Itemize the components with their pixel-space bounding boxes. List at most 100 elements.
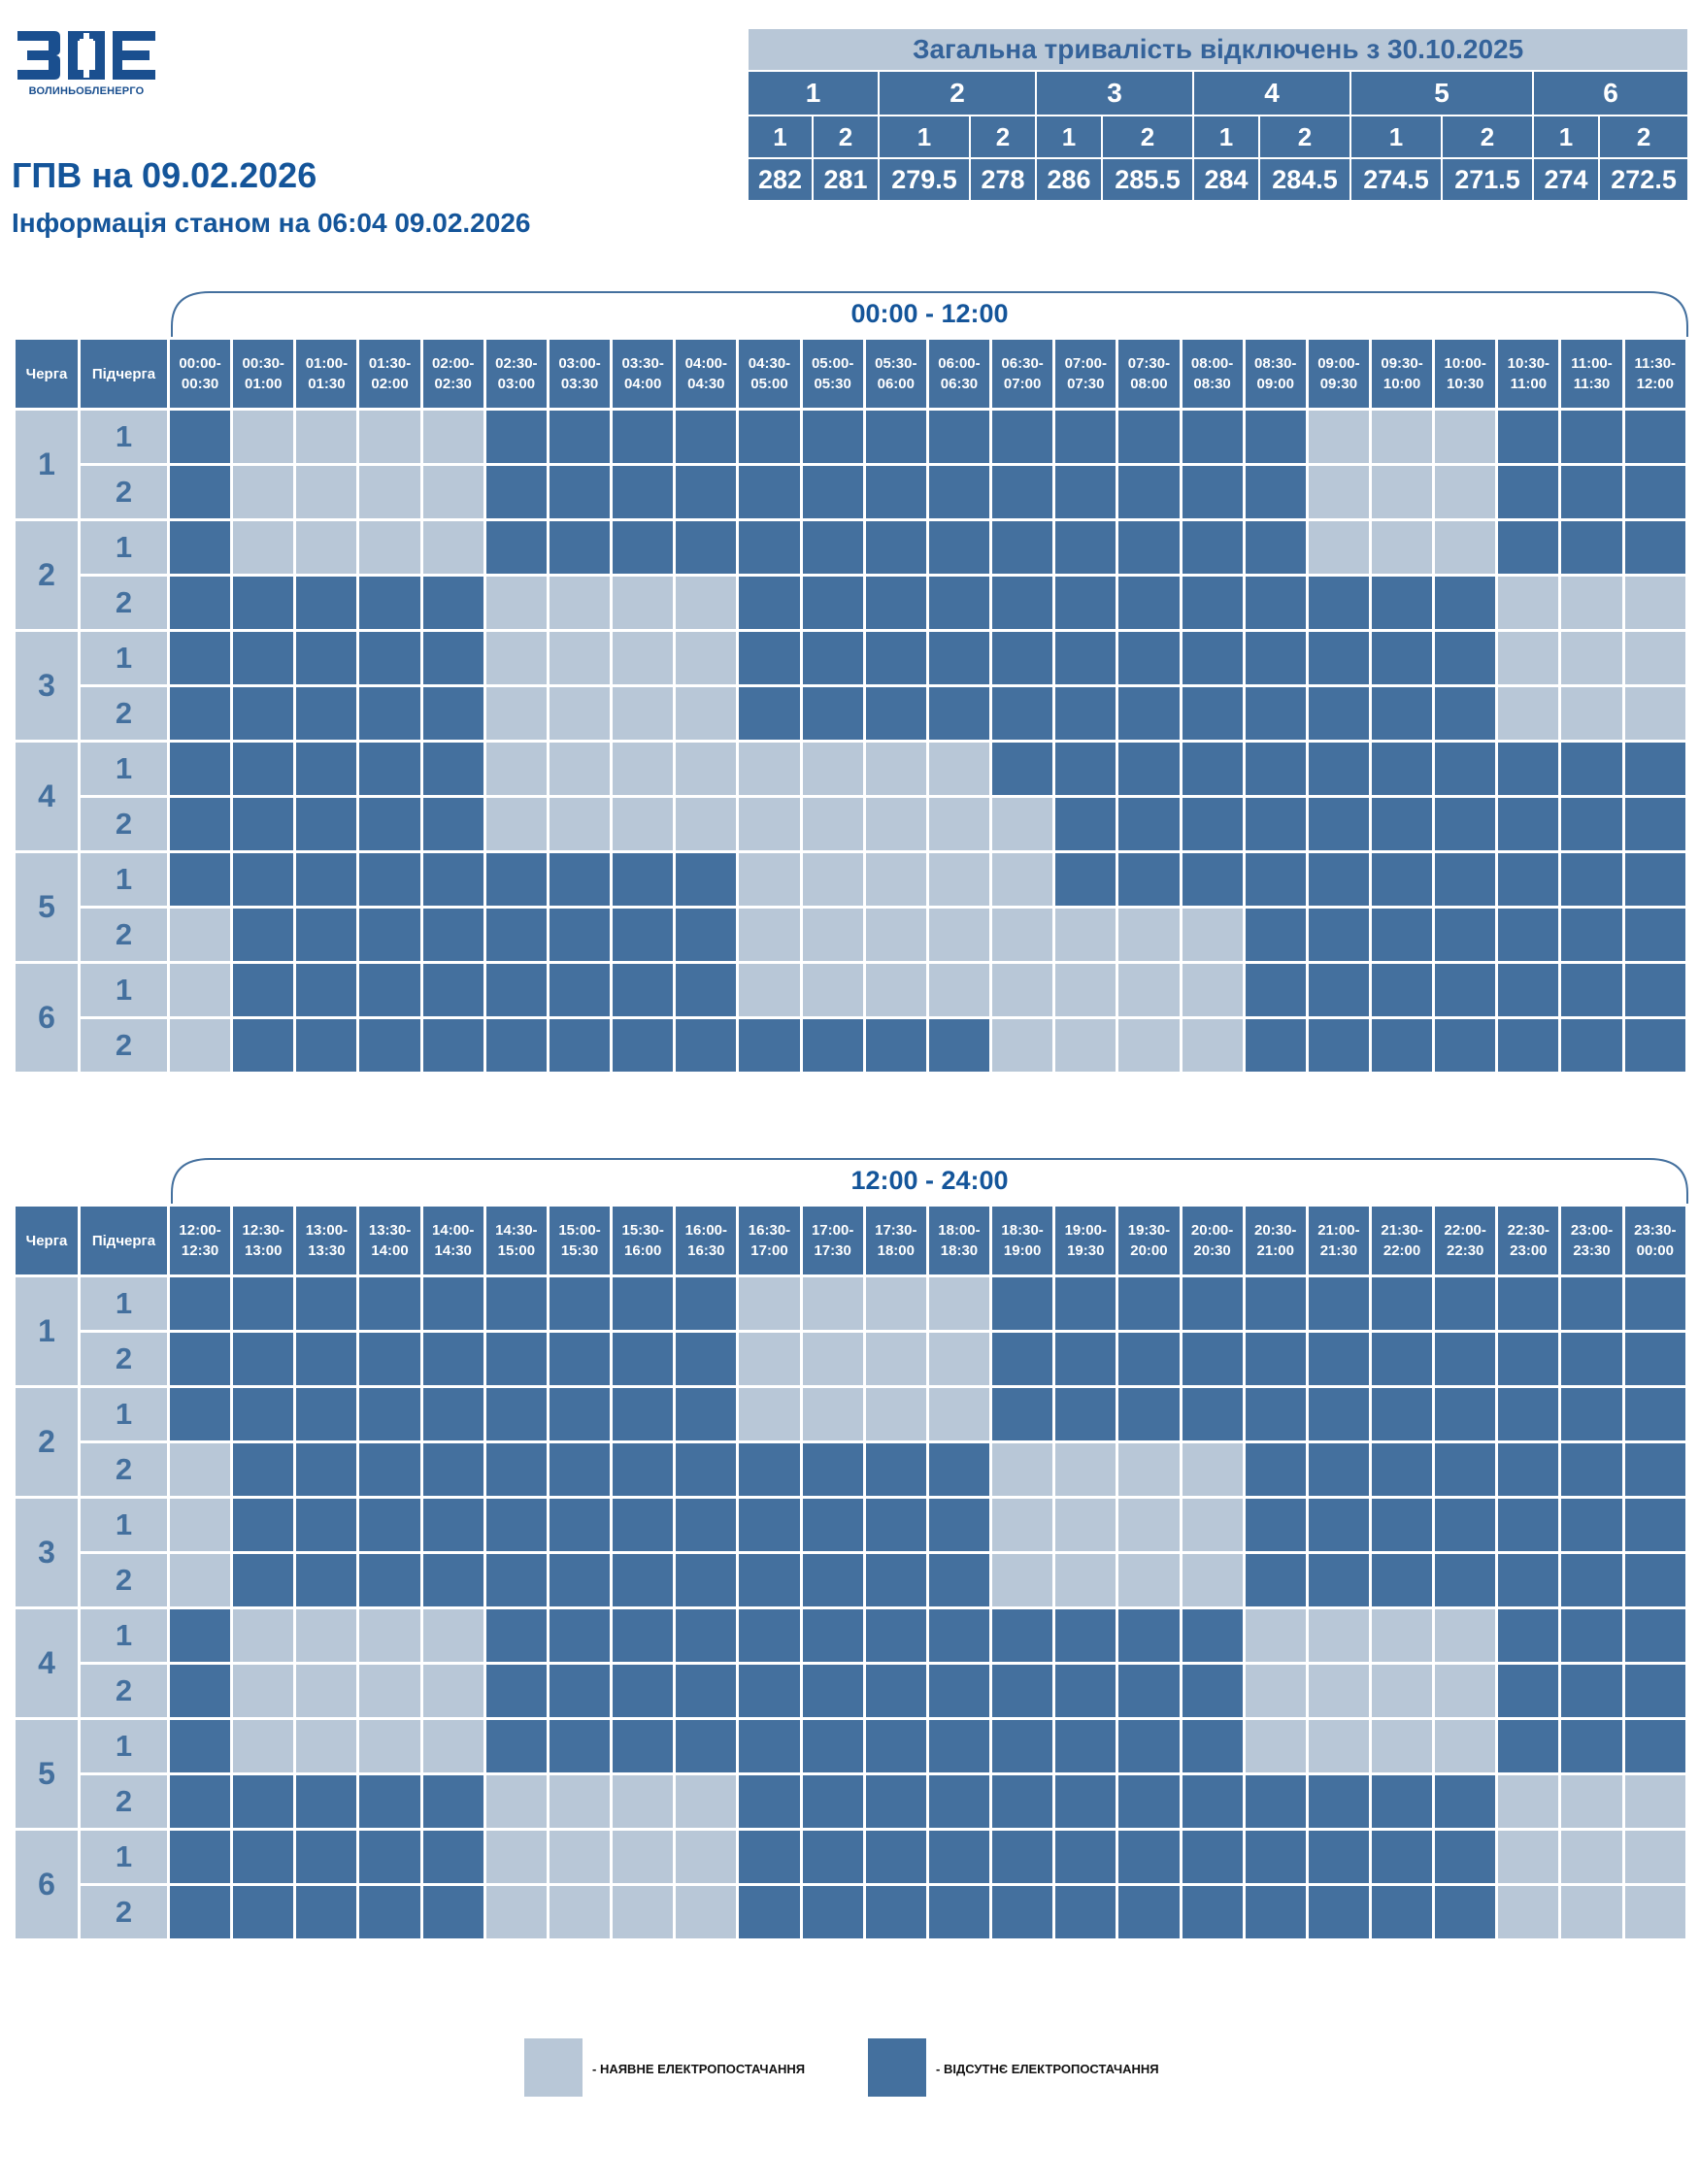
time-slot-header: 15:00- 15:30 bbox=[546, 1204, 614, 1277]
power-off-cell bbox=[230, 1828, 297, 1886]
power-off-cell bbox=[673, 961, 740, 1019]
summary-subqueue-header: 2 bbox=[1258, 115, 1351, 159]
power-off-cell bbox=[1368, 629, 1436, 687]
power-off-cell bbox=[356, 961, 423, 1019]
power-off-cell bbox=[293, 1551, 360, 1609]
power-on-cell bbox=[230, 1606, 297, 1665]
power-on-cell bbox=[1621, 1828, 1689, 1886]
power-off-cell bbox=[1305, 961, 1372, 1019]
power-on-cell bbox=[610, 740, 677, 798]
power-off-cell bbox=[1432, 1496, 1499, 1554]
power-on-cell bbox=[166, 1016, 234, 1075]
power-off-cell bbox=[419, 740, 486, 798]
power-off-cell bbox=[483, 1496, 550, 1554]
power-off-cell bbox=[546, 1016, 614, 1075]
power-on-cell bbox=[862, 740, 929, 798]
power-off-cell bbox=[1179, 684, 1246, 743]
power-on-cell bbox=[610, 684, 677, 743]
power-off-cell bbox=[1179, 850, 1246, 909]
power-off-cell bbox=[419, 1016, 486, 1075]
power-off-cell bbox=[799, 1606, 866, 1665]
power-off-cell bbox=[1495, 1330, 1562, 1388]
summary-duration-value: 286 bbox=[1035, 157, 1103, 202]
time-slot-start: 19:30- bbox=[1127, 1222, 1171, 1239]
power-off-cell bbox=[1052, 629, 1119, 687]
power-on-cell bbox=[419, 1662, 486, 1720]
power-off-cell bbox=[610, 1274, 677, 1333]
time-slot-start: 00:00- bbox=[179, 355, 221, 372]
power-on-cell bbox=[1432, 518, 1499, 577]
power-on-cell bbox=[1432, 463, 1499, 521]
power-on-cell bbox=[989, 1440, 1056, 1499]
time-slot-end: 21:00 bbox=[1256, 1242, 1294, 1259]
power-off-cell bbox=[546, 961, 614, 1019]
power-off-cell bbox=[989, 740, 1056, 798]
time-slot-start: 04:00- bbox=[684, 355, 727, 372]
power-on-cell bbox=[483, 1828, 550, 1886]
schedule-row: 2 bbox=[15, 1772, 1689, 1831]
power-off-cell bbox=[1116, 574, 1183, 632]
power-on-cell bbox=[230, 408, 297, 466]
power-on-cell bbox=[925, 850, 993, 909]
power-off-cell bbox=[1558, 1274, 1625, 1333]
power-off-cell bbox=[1305, 1772, 1372, 1831]
power-off-cell bbox=[166, 740, 234, 798]
power-on-cell bbox=[862, 1274, 929, 1333]
time-slot-start: 08:00- bbox=[1190, 355, 1234, 372]
power-off-cell bbox=[1432, 850, 1499, 909]
page-title: ГПВ на 09.02.2026 bbox=[12, 155, 317, 195]
power-on-cell bbox=[1621, 1883, 1689, 1941]
power-off-cell bbox=[419, 1274, 486, 1333]
power-off-cell bbox=[1179, 1385, 1246, 1443]
time-slot-start: 04:30- bbox=[748, 355, 791, 372]
time-slot-header: 00:30- 01:00 bbox=[230, 337, 297, 411]
power-on-cell bbox=[1179, 961, 1246, 1019]
power-off-cell bbox=[483, 1016, 550, 1075]
power-off-cell bbox=[1305, 1330, 1372, 1388]
power-off-cell bbox=[356, 1016, 423, 1075]
power-off-cell bbox=[546, 1330, 614, 1388]
time-slot-header: 06:30- 07:00 bbox=[989, 337, 1056, 411]
power-on-cell bbox=[989, 906, 1056, 964]
time-slot-header: 20:30- 21:00 bbox=[1242, 1204, 1309, 1277]
subqueue-number-cell: 2 bbox=[78, 1551, 170, 1609]
power-on-cell bbox=[736, 740, 803, 798]
time-slot-end: 14:30 bbox=[434, 1242, 472, 1259]
power-off-cell bbox=[862, 1016, 929, 1075]
power-off-cell bbox=[799, 1828, 866, 1886]
outage-duration-summary: Загальна тривалість відключень з 30.10.2… bbox=[746, 27, 1690, 202]
time-slot-header: 02:00- 02:30 bbox=[419, 337, 486, 411]
second-half-range-label: 12:00 - 24:00 bbox=[850, 1166, 1009, 1195]
power-off-cell bbox=[419, 684, 486, 743]
power-off-cell bbox=[673, 1662, 740, 1720]
time-slot-start: 15:30- bbox=[621, 1222, 664, 1239]
subqueue-number-cell: 2 bbox=[78, 1772, 170, 1831]
power-off-cell bbox=[1242, 629, 1309, 687]
power-off-cell bbox=[1052, 1385, 1119, 1443]
power-on-cell bbox=[799, 740, 866, 798]
power-off-cell bbox=[1305, 1274, 1372, 1333]
power-off-cell bbox=[546, 1385, 614, 1443]
power-off-cell bbox=[166, 684, 234, 743]
time-slot-header: 03:00- 03:30 bbox=[546, 337, 614, 411]
power-off-cell bbox=[1116, 1662, 1183, 1720]
power-off-cell bbox=[546, 1440, 614, 1499]
power-off-cell bbox=[419, 795, 486, 853]
power-off-cell bbox=[356, 906, 423, 964]
first-half-range-label: 00:00 - 12:00 bbox=[850, 299, 1009, 328]
logo-emblem-icon bbox=[17, 31, 155, 80]
power-on-cell bbox=[356, 1717, 423, 1775]
power-off-cell bbox=[925, 629, 993, 687]
power-off-cell bbox=[166, 629, 234, 687]
power-off-cell bbox=[1558, 1551, 1625, 1609]
power-off-cell bbox=[799, 629, 866, 687]
logo-text: ВОЛИНЬОБЛЕНЕРГО bbox=[28, 85, 145, 97]
subqueue-number-cell: 1 bbox=[78, 961, 170, 1019]
power-off-cell bbox=[925, 1772, 993, 1831]
power-off-cell bbox=[1052, 408, 1119, 466]
subqueue-number-cell: 2 bbox=[78, 1440, 170, 1499]
power-on-cell bbox=[1495, 574, 1562, 632]
power-off-cell bbox=[1495, 1016, 1562, 1075]
